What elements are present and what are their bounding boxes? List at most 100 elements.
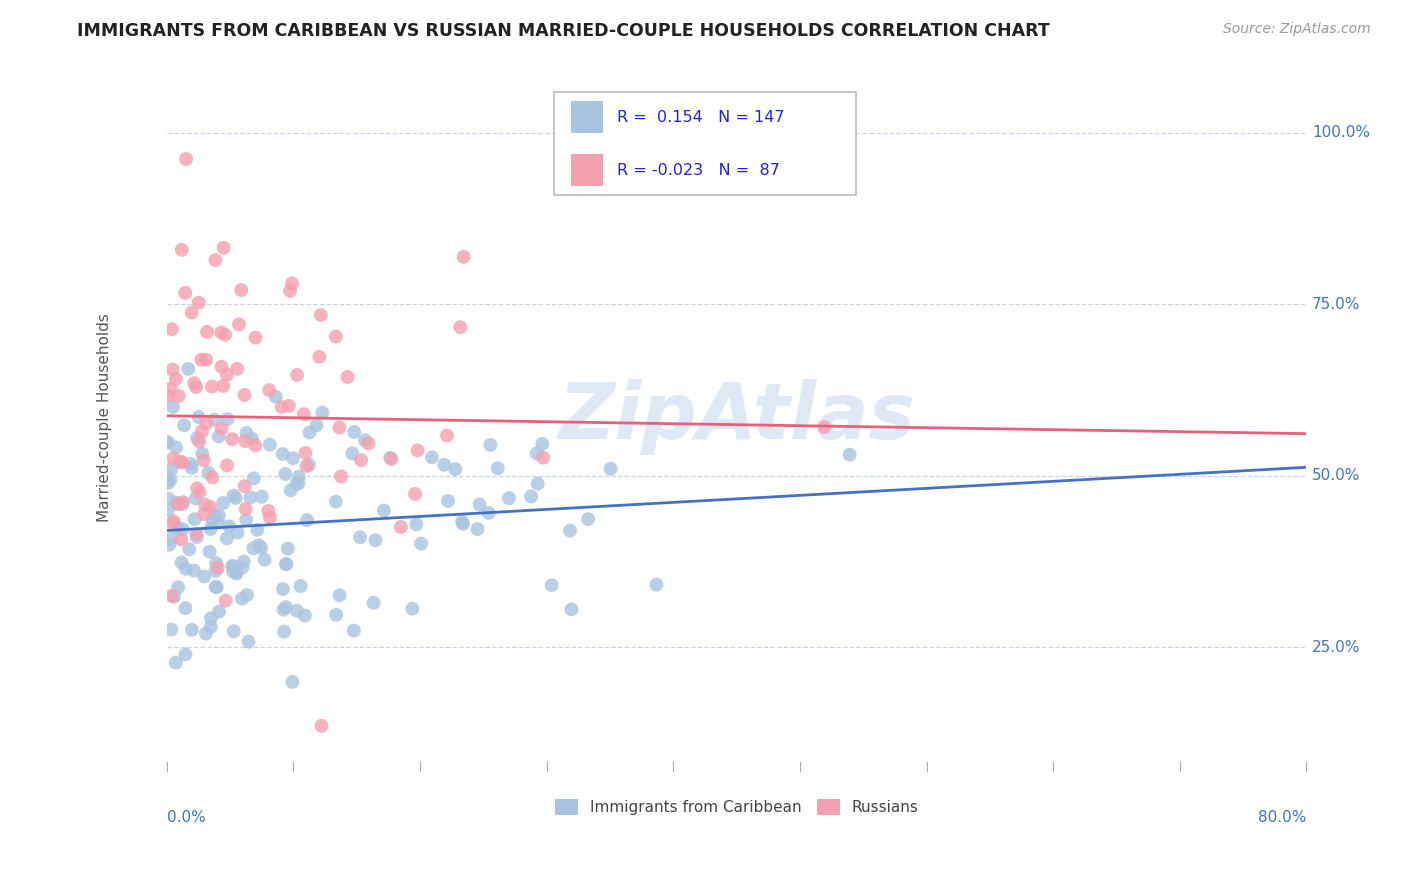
Point (180, 305, 202, 319)
Point (163, 515, 186, 529)
Point (242, 541, 264, 556)
Point (486, 461, 509, 475)
Point (167, 522, 190, 536)
Point (336, 370, 359, 384)
Point (468, 498, 491, 512)
Point (330, 469, 353, 483)
Point (231, 560, 253, 574)
Point (173, 418, 195, 433)
Point (364, 533, 387, 548)
Point (169, 455, 191, 469)
Point (193, 569, 215, 583)
Point (357, 436, 380, 450)
Point (201, 379, 224, 393)
FancyBboxPatch shape (554, 93, 856, 194)
Point (259, 510, 281, 524)
Point (280, 483, 302, 498)
Text: R =  0.154   N = 147: R = 0.154 N = 147 (617, 110, 785, 125)
Point (451, 516, 474, 531)
Point (172, 456, 194, 470)
Point (273, 624, 295, 639)
Point (437, 494, 460, 508)
Point (212, 241, 235, 255)
Point (246, 523, 269, 537)
Point (188, 434, 211, 449)
Point (177, 362, 200, 376)
Point (172, 522, 194, 536)
Point (576, 512, 599, 526)
Point (259, 383, 281, 397)
Point (526, 446, 548, 460)
Point (186, 526, 208, 541)
Point (194, 626, 217, 640)
Point (222, 624, 245, 639)
Text: Married-couple Households: Married-couple Households (97, 313, 111, 522)
Point (236, 588, 259, 602)
Point (250, 490, 273, 504)
Point (197, 466, 219, 480)
Point (156, 435, 179, 450)
Point (174, 601, 197, 615)
Point (174, 562, 197, 576)
Point (226, 362, 249, 376)
Point (167, 497, 190, 511)
Point (281, 451, 304, 466)
Point (288, 470, 311, 484)
Point (186, 482, 208, 496)
Point (228, 318, 250, 332)
Point (271, 582, 294, 596)
Point (180, 623, 202, 637)
Point (208, 508, 231, 523)
Point (285, 368, 308, 382)
Point (200, 611, 222, 625)
Point (271, 447, 294, 461)
Point (343, 425, 366, 439)
Point (295, 513, 318, 527)
Text: 0.0%: 0.0% (167, 810, 205, 824)
Point (380, 452, 402, 467)
Point (467, 522, 489, 536)
Point (165, 372, 187, 386)
Point (217, 412, 239, 426)
Point (449, 320, 471, 334)
Point (325, 607, 347, 622)
Point (184, 491, 207, 506)
Point (281, 674, 304, 689)
Text: 75.0%: 75.0% (1312, 297, 1361, 311)
Text: ZipAtlas: ZipAtlas (558, 379, 915, 456)
Point (311, 406, 333, 420)
Point (200, 500, 222, 514)
Point (180, 457, 202, 471)
Point (298, 458, 321, 472)
Point (190, 352, 212, 367)
Point (453, 250, 475, 264)
Point (235, 513, 257, 527)
Point (290, 579, 312, 593)
Point (162, 400, 184, 414)
Point (212, 496, 235, 510)
Point (160, 532, 183, 546)
Point (174, 285, 197, 300)
Point (222, 565, 245, 579)
Point (405, 517, 427, 532)
Point (172, 495, 194, 509)
Point (276, 557, 298, 571)
Text: Source: ZipAtlas.com: Source: ZipAtlas.com (1223, 22, 1371, 37)
FancyBboxPatch shape (571, 154, 603, 186)
Point (226, 525, 249, 540)
Point (233, 388, 256, 402)
Point (478, 506, 501, 520)
Point (245, 438, 267, 452)
Point (209, 326, 232, 340)
Point (343, 624, 366, 638)
Point (235, 425, 257, 440)
Point (233, 479, 256, 493)
Text: IMMIGRANTS FROM CARIBBEAN VS RUSSIAN MARRIED-COUPLE HOUSEHOLDS CORRELATION CHART: IMMIGRANTS FROM CARIBBEAN VS RUSSIAN MAR… (77, 22, 1050, 40)
Point (231, 591, 253, 606)
Point (188, 485, 211, 500)
Point (167, 389, 190, 403)
Point (201, 470, 224, 484)
Point (526, 476, 548, 491)
Point (479, 438, 502, 452)
Point (328, 420, 350, 434)
